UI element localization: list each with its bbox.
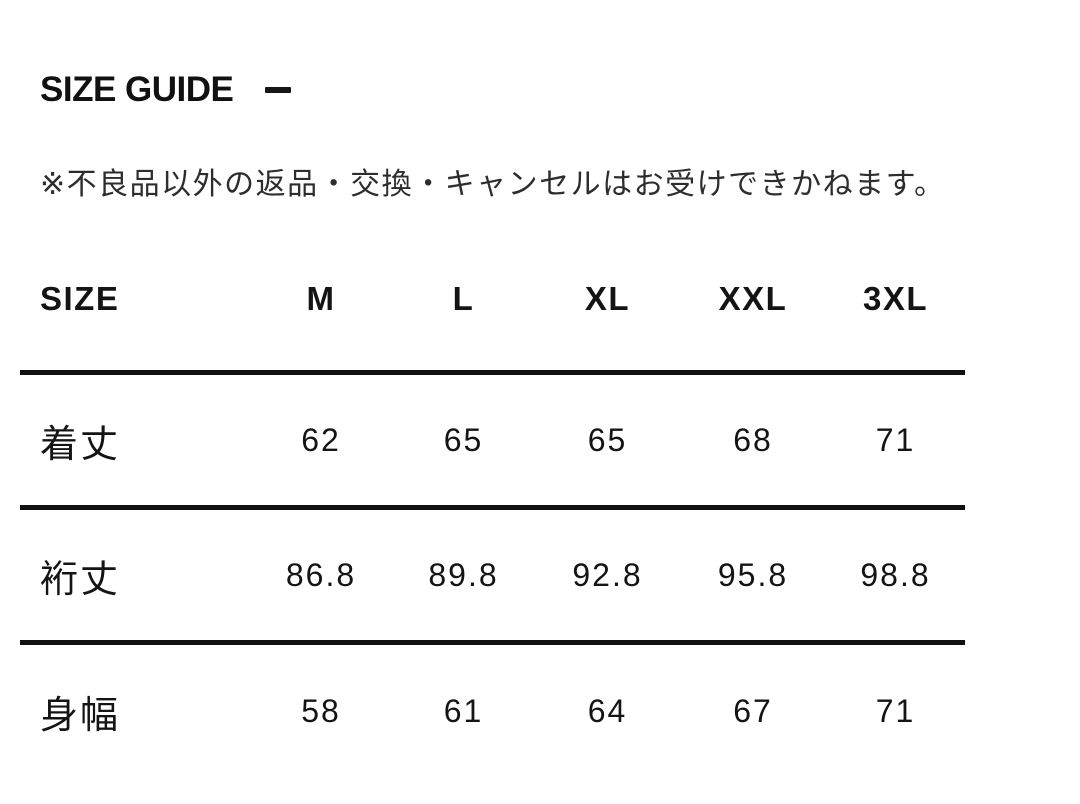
table-row-sleeve-length: 裄丈 86.8 89.8 92.8 95.8 98.8 [20, 507, 965, 645]
column-header-l: L [392, 270, 535, 375]
column-header-3xl: 3XL [826, 270, 965, 375]
value-cell: 62 [250, 372, 392, 510]
size-guide-section: SIZE GUIDE ※不良品以外の返品・交換・キャンセルはお受けできかねます。… [0, 0, 1080, 778]
table-row-body-width: 身幅 58 61 64 67 71 [20, 643, 965, 778]
column-header-size: SIZE [20, 270, 250, 375]
value-cell: 86.8 [250, 507, 392, 645]
header-row: SIZE M L XL XXL 3XL [20, 270, 965, 375]
value-cell: 67 [733, 692, 773, 729]
value-cell: 71 [826, 372, 965, 510]
value-cell: 65 [392, 372, 535, 510]
value-cell: 68 [680, 372, 826, 510]
value-cell: 95.8 [680, 507, 826, 645]
size-table-body: 着丈 62 65 65 68 71 裄丈 86.8 89.8 92.8 95.8… [20, 372, 965, 778]
size-table: SIZE M L XL XXL 3XL 着丈 62 65 65 68 71 裄丈… [20, 270, 965, 778]
value-cell: 92.8 [535, 507, 680, 645]
value-cell: 64 [587, 692, 628, 729]
row-label: 着丈 [20, 372, 250, 510]
row-label: 身幅 [40, 694, 121, 737]
row-label: 裄丈 [20, 507, 250, 645]
column-header-xxl: XXL [680, 270, 826, 375]
value-cell: 58 [301, 692, 341, 729]
value-cell: 61 [443, 692, 484, 729]
value-cell: 71 [875, 692, 916, 729]
value-cell: 89.8 [392, 507, 535, 645]
table-row-body-length: 着丈 62 65 65 68 71 [20, 372, 965, 510]
return-policy-notice: ※不良品以外の返品・交換・キャンセルはお受けできかねます。 [40, 168, 946, 201]
column-header-m: M [250, 270, 392, 375]
column-header-xl: XL [535, 270, 680, 375]
value-cell: 65 [535, 372, 680, 510]
section-title: SIZE GUIDE [40, 70, 234, 109]
size-guide-header: SIZE GUIDE [0, 0, 1080, 110]
collapse-minus-icon[interactable] [265, 87, 292, 93]
size-table-head: SIZE M L XL XXL 3XL [20, 270, 965, 375]
value-cell: 98.8 [826, 507, 965, 645]
